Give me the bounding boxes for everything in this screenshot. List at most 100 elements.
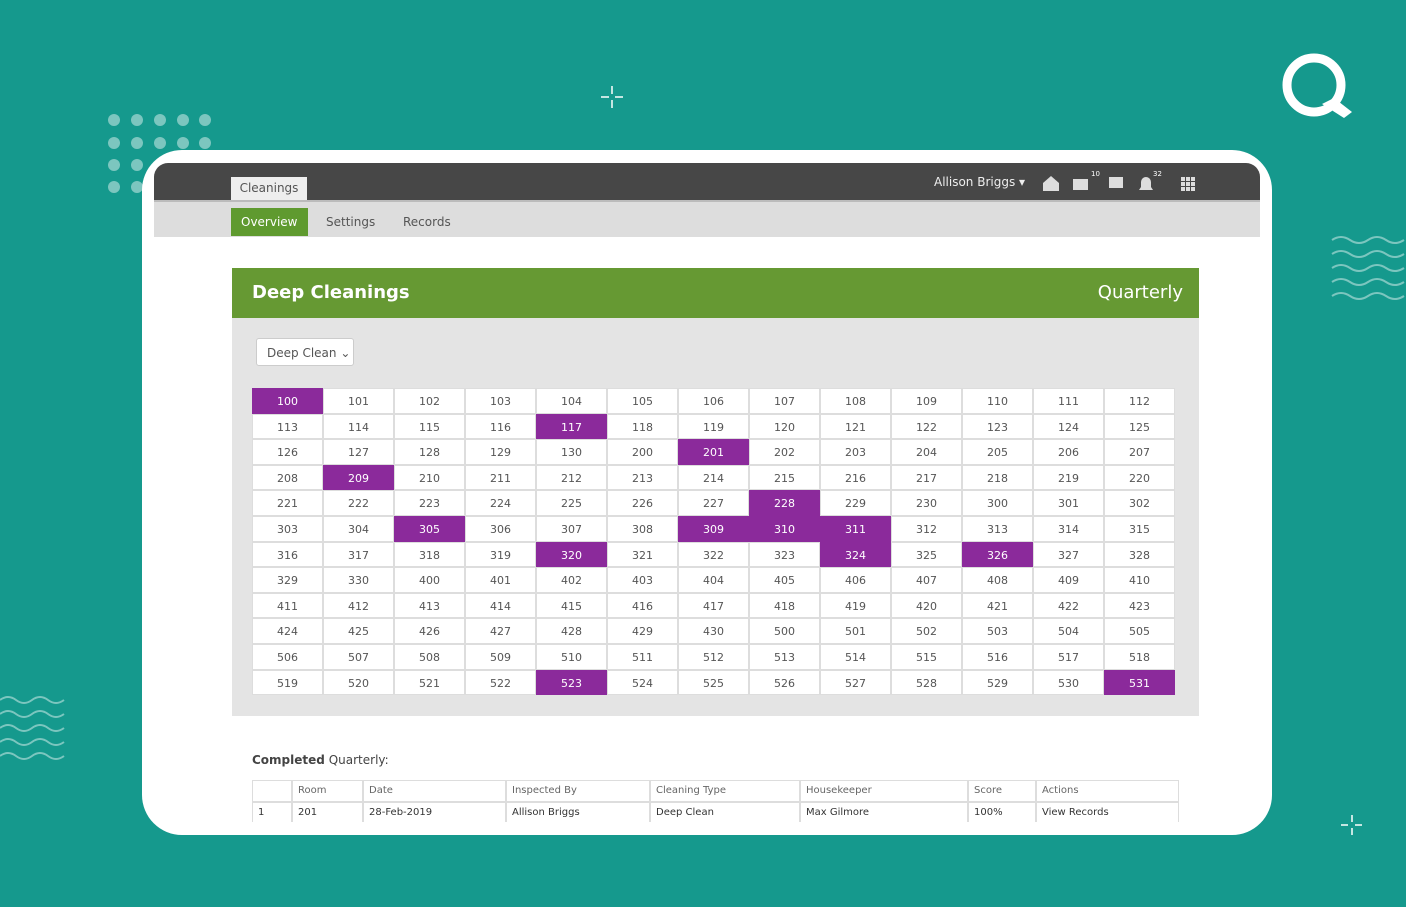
- room-cell[interactable]: 328: [1104, 541, 1175, 568]
- room-cell[interactable]: 115: [394, 413, 465, 440]
- room-cell[interactable]: 120: [749, 413, 820, 440]
- room-cell[interactable]: 505: [1104, 618, 1175, 644]
- room-cell[interactable]: 312: [891, 516, 962, 542]
- room-cell-cleaned[interactable]: 228: [749, 490, 820, 516]
- room-cell[interactable]: 425: [323, 618, 394, 644]
- room-cell[interactable]: 102: [394, 388, 465, 414]
- room-cell[interactable]: 323: [749, 541, 820, 568]
- room-cell[interactable]: 106: [678, 388, 749, 414]
- room-cell[interactable]: 415: [536, 592, 607, 619]
- room-cell[interactable]: 430: [678, 618, 749, 644]
- room-cell-cleaned[interactable]: 326: [962, 541, 1033, 568]
- room-cell[interactable]: 111: [1033, 388, 1104, 414]
- room-cell[interactable]: 222: [323, 490, 394, 516]
- room-cell[interactable]: 204: [891, 439, 962, 465]
- room-cell[interactable]: 101: [323, 388, 394, 414]
- room-cell[interactable]: 414: [465, 592, 536, 619]
- room-cell[interactable]: 403: [607, 567, 678, 593]
- room-cell[interactable]: 301: [1033, 490, 1104, 516]
- room-cell[interactable]: 419: [820, 592, 891, 619]
- room-cell[interactable]: 130: [536, 439, 607, 465]
- room-cell[interactable]: 121: [820, 413, 891, 440]
- room-cell[interactable]: 429: [607, 618, 678, 644]
- nav-item[interactable]: Records: [403, 215, 451, 229]
- room-cell[interactable]: 112: [1104, 388, 1175, 414]
- room-cell[interactable]: 503: [962, 618, 1033, 644]
- room-cell[interactable]: 313: [962, 516, 1033, 542]
- room-cell[interactable]: 519: [252, 669, 323, 696]
- room-cell[interactable]: 500: [749, 618, 820, 644]
- room-cell[interactable]: 213: [607, 464, 678, 491]
- room-cell[interactable]: 321: [607, 541, 678, 568]
- apps-icon[interactable]: [1181, 177, 1195, 191]
- room-cell[interactable]: 211: [465, 464, 536, 491]
- room-cell[interactable]: 219: [1033, 464, 1104, 491]
- room-cell[interactable]: 418: [749, 592, 820, 619]
- room-cell[interactable]: 229: [820, 490, 891, 516]
- room-cell[interactable]: 103: [465, 388, 536, 414]
- room-cell[interactable]: 506: [252, 644, 323, 670]
- room-cell[interactable]: 527: [820, 669, 891, 696]
- room-cell[interactable]: 411: [252, 592, 323, 619]
- room-cell[interactable]: 408: [962, 567, 1033, 593]
- room-cell[interactable]: 205: [962, 439, 1033, 465]
- room-cell[interactable]: 124: [1033, 413, 1104, 440]
- room-cell[interactable]: 524: [607, 669, 678, 696]
- room-cell[interactable]: 508: [394, 644, 465, 670]
- room-cell-cleaned[interactable]: 324: [820, 541, 891, 568]
- room-cell[interactable]: 227: [678, 490, 749, 516]
- room-cell[interactable]: 420: [891, 592, 962, 619]
- room-cell[interactable]: 206: [1033, 439, 1104, 465]
- room-cell[interactable]: 516: [962, 644, 1033, 670]
- room-cell[interactable]: 513: [749, 644, 820, 670]
- room-cell[interactable]: 327: [1033, 541, 1104, 568]
- room-cell[interactable]: 123: [962, 413, 1033, 440]
- nav-item[interactable]: Settings: [326, 215, 376, 229]
- user-menu[interactable]: Allison Briggs ▾: [934, 175, 1026, 189]
- room-cell[interactable]: 315: [1104, 516, 1175, 542]
- room-cell[interactable]: 214: [678, 464, 749, 491]
- room-cell[interactable]: 304: [323, 516, 394, 542]
- room-cell[interactable]: 504: [1033, 618, 1104, 644]
- room-cell[interactable]: 412: [323, 592, 394, 619]
- room-cell[interactable]: 530: [1033, 669, 1104, 696]
- room-cell[interactable]: 306: [465, 516, 536, 542]
- room-cell[interactable]: 105: [607, 388, 678, 414]
- room-cell[interactable]: 410: [1104, 567, 1175, 593]
- room-cell[interactable]: 522: [465, 669, 536, 696]
- room-cell[interactable]: 216: [820, 464, 891, 491]
- chat-icon[interactable]: [1109, 177, 1123, 188]
- type-dropdown[interactable]: Deep Clean ⌄: [256, 338, 354, 366]
- room-cell[interactable]: 517: [1033, 644, 1104, 670]
- room-cell[interactable]: 502: [891, 618, 962, 644]
- room-cell[interactable]: 225: [536, 490, 607, 516]
- room-cell[interactable]: 329: [252, 567, 323, 593]
- room-cell[interactable]: 230: [891, 490, 962, 516]
- room-cell[interactable]: 109: [891, 388, 962, 414]
- room-cell[interactable]: 116: [465, 413, 536, 440]
- room-cell[interactable]: 110: [962, 388, 1033, 414]
- room-cell[interactable]: 510: [536, 644, 607, 670]
- room-cell[interactable]: 118: [607, 413, 678, 440]
- room-cell[interactable]: 107: [749, 388, 820, 414]
- room-cell[interactable]: 525: [678, 669, 749, 696]
- room-cell[interactable]: 529: [962, 669, 1033, 696]
- room-cell[interactable]: 127: [323, 439, 394, 465]
- room-cell[interactable]: 325: [891, 541, 962, 568]
- room-cell[interactable]: 512: [678, 644, 749, 670]
- room-cell[interactable]: 129: [465, 439, 536, 465]
- room-cell[interactable]: 416: [607, 592, 678, 619]
- room-cell[interactable]: 210: [394, 464, 465, 491]
- room-cell[interactable]: 427: [465, 618, 536, 644]
- room-cell-cleaned[interactable]: 310: [749, 516, 820, 542]
- room-cell[interactable]: 428: [536, 618, 607, 644]
- room-cell[interactable]: 128: [394, 439, 465, 465]
- room-cell[interactable]: 307: [536, 516, 607, 542]
- room-cell[interactable]: 404: [678, 567, 749, 593]
- room-cell-cleaned[interactable]: 320: [536, 541, 607, 568]
- room-cell[interactable]: 104: [536, 388, 607, 414]
- room-cell[interactable]: 423: [1104, 592, 1175, 619]
- room-cell[interactable]: 113: [252, 413, 323, 440]
- room-cell[interactable]: 217: [891, 464, 962, 491]
- room-cell[interactable]: 202: [749, 439, 820, 465]
